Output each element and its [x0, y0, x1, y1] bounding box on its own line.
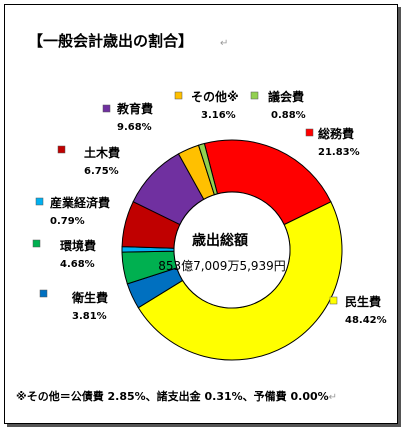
category-label: 土木費 — [84, 145, 120, 160]
legend-swatch — [329, 296, 338, 305]
return-mark: ↵ — [328, 392, 338, 403]
legend-swatch — [102, 104, 111, 113]
legend-swatch — [57, 145, 66, 154]
footnote: ※その他＝公債費 2.85%、諸支出金 0.31%、予備費 0.00%↵ — [16, 388, 337, 404]
center-value: 853億7,009万5,939円 — [158, 259, 286, 273]
category-label: 教育費 — [116, 101, 153, 116]
value-label: 6.75% — [84, 166, 119, 177]
category-label: その他※ — [191, 89, 239, 104]
value-label: 0.88% — [271, 110, 306, 121]
value-label: 3.81% — [72, 311, 107, 322]
category-label: 産業経済費 — [50, 195, 110, 210]
legend-swatch — [35, 197, 44, 206]
legend-swatch — [174, 91, 183, 100]
category-label: 環境費 — [60, 238, 96, 253]
legend-swatch — [32, 239, 41, 248]
center-label: 歳出総額 — [192, 232, 248, 249]
value-label: 4.68% — [60, 259, 95, 270]
legend-swatch — [305, 128, 314, 137]
value-label: 9.68% — [117, 122, 152, 133]
value-label: 21.83% — [318, 147, 360, 158]
legend-swatch — [39, 289, 48, 298]
chart-title: 【一般会計歳出の割合】 — [28, 32, 194, 50]
value-label: 3.16% — [201, 110, 236, 121]
value-label: 0.79% — [50, 216, 85, 227]
category-label: 総務費 — [318, 126, 354, 141]
donut-hole — [173, 191, 291, 309]
value-label: 48.42% — [345, 315, 387, 326]
footnote-text: ※その他＝公債費 2.85%、諸支出金 0.31%、予備費 0.00% — [16, 390, 329, 403]
category-label: 民生費 — [345, 294, 381, 309]
return-mark: ↵ — [220, 38, 229, 49]
category-label: 衛生費 — [71, 290, 108, 305]
legend-swatch — [250, 91, 259, 100]
category-label: 議会費 — [268, 89, 304, 104]
